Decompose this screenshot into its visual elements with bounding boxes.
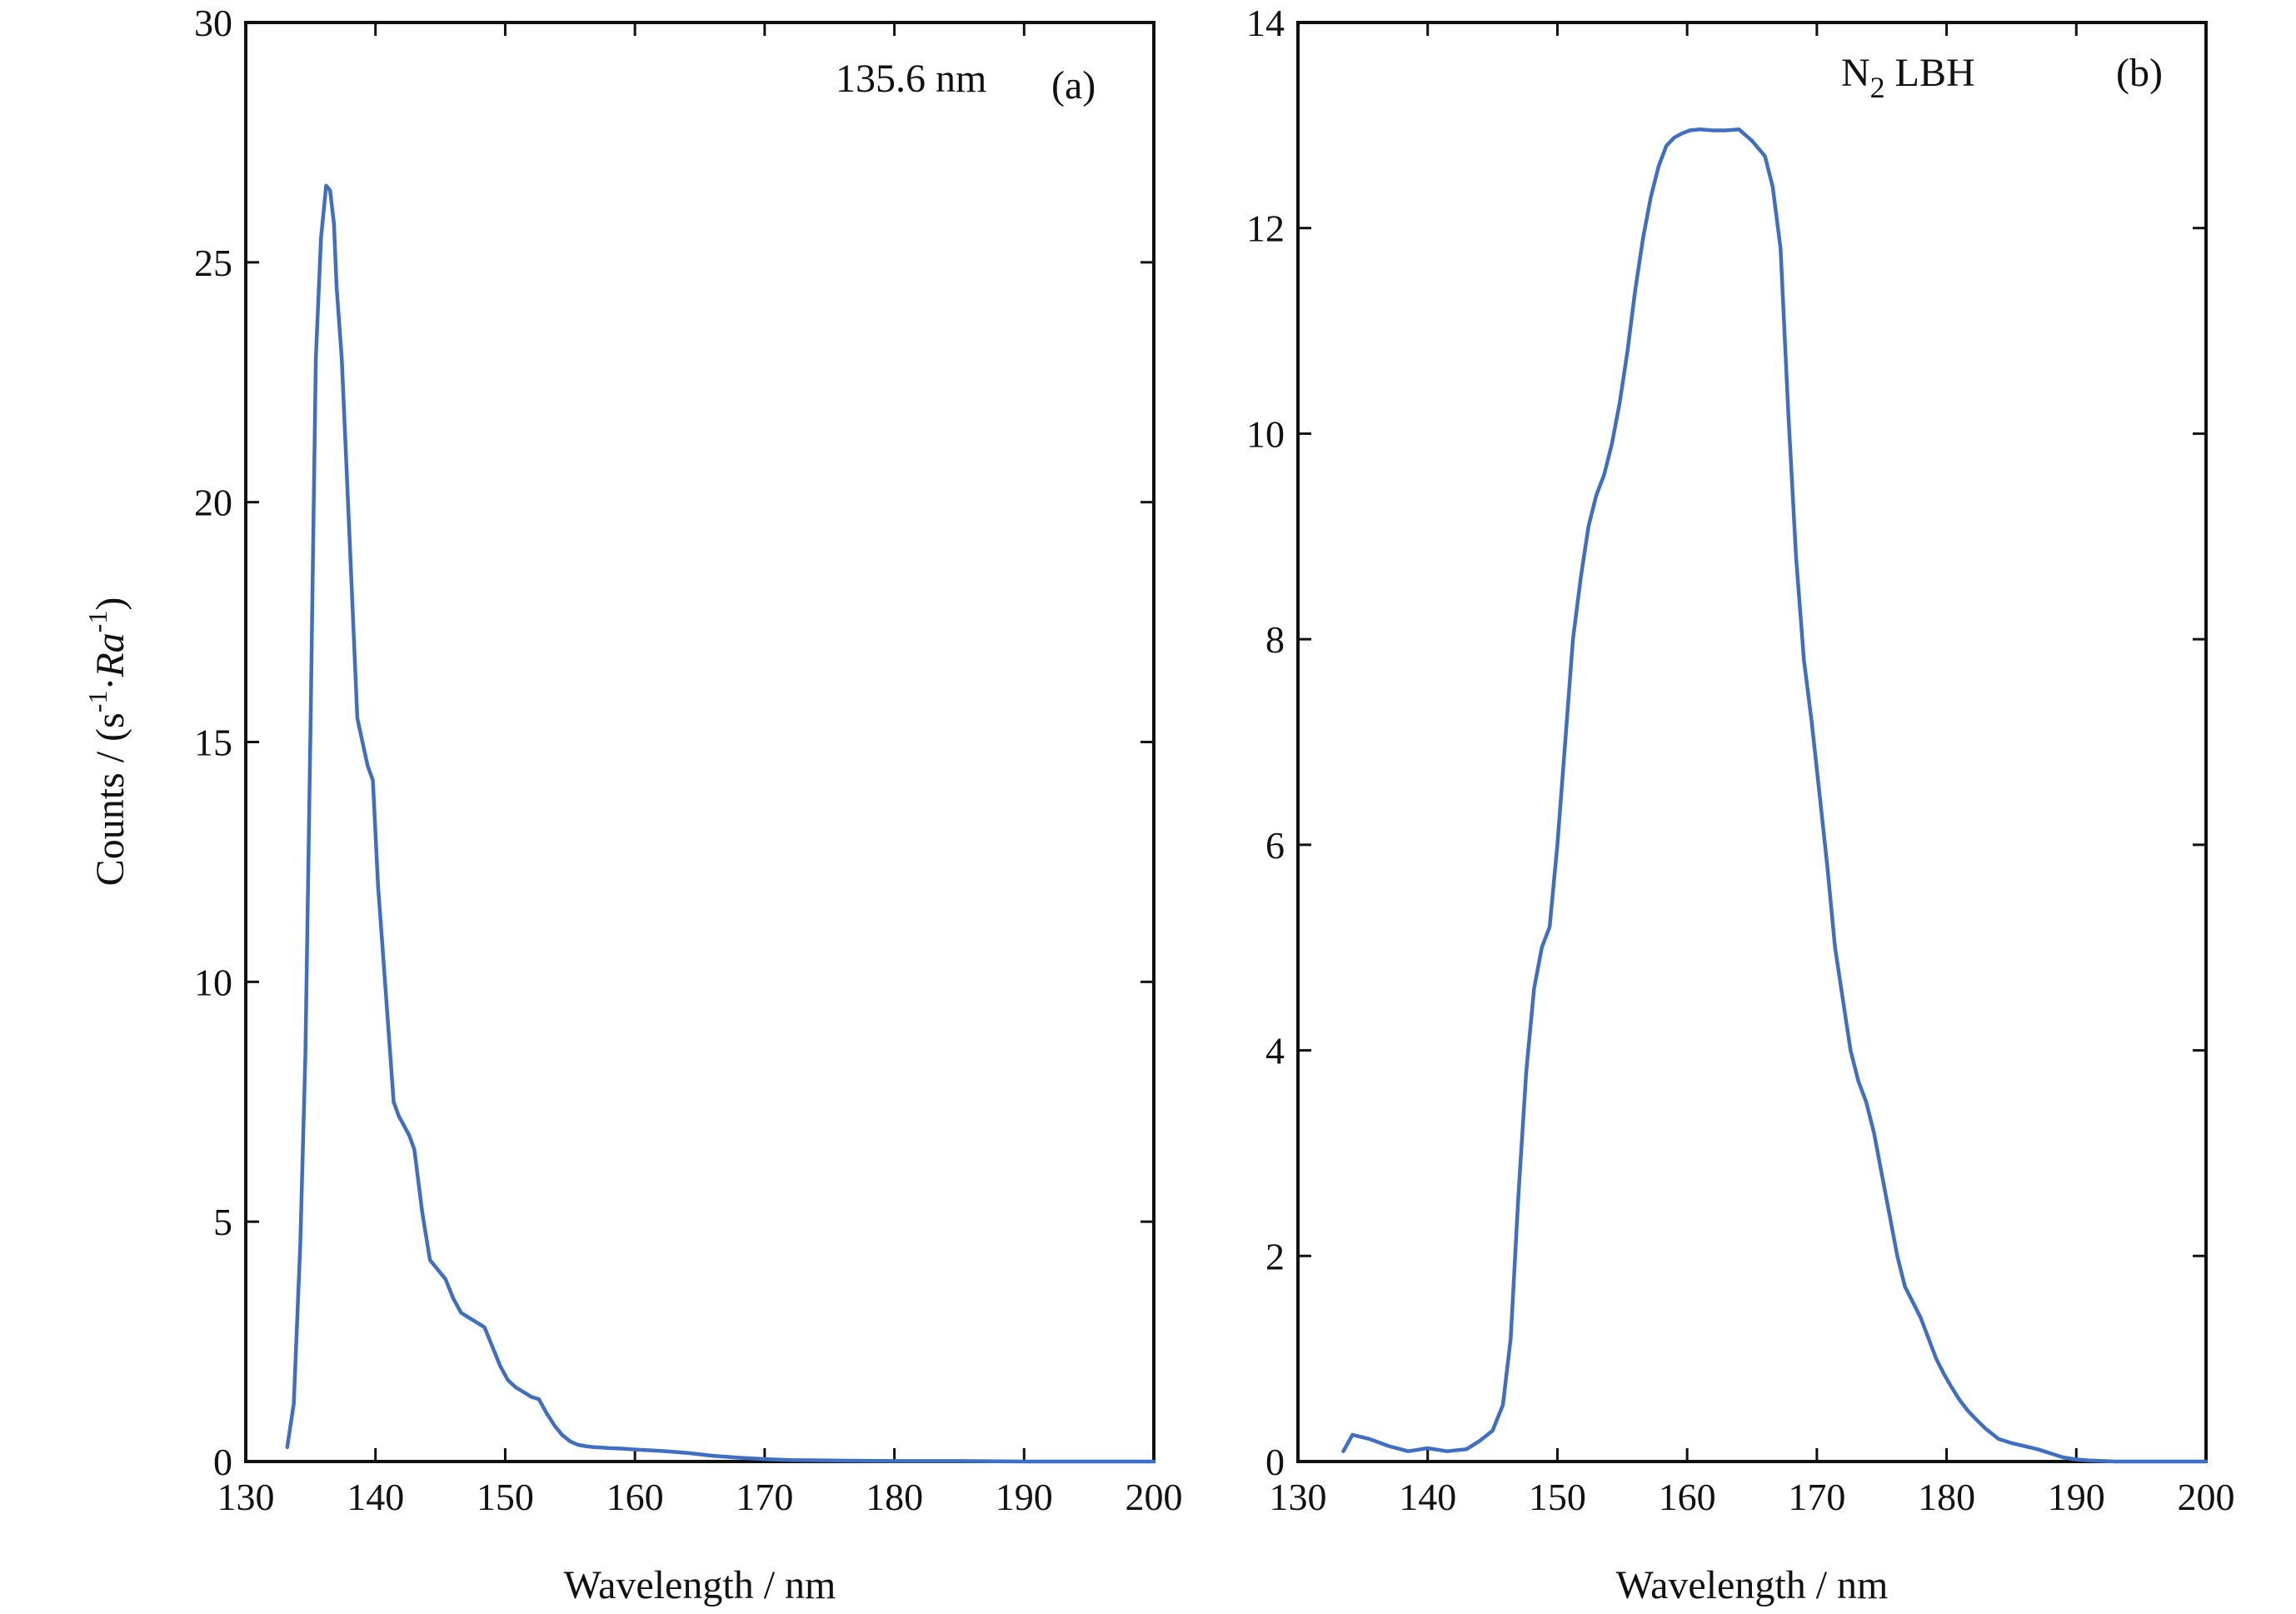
y-tick-label: 8 (1265, 618, 1285, 661)
x-tick-label: 130 (217, 1476, 275, 1518)
annotation-sub: 2 (1870, 71, 1885, 104)
y-tick-label: 0 (1265, 1441, 1285, 1483)
y-tick-label: 12 (1246, 207, 1285, 250)
panel-b-frame (1296, 21, 2208, 1463)
x-tick-label: 150 (477, 1476, 534, 1518)
panel-b-label: (b) (2116, 51, 2163, 95)
y-label-mid: · (88, 677, 132, 691)
panel-a-label: (a) (1051, 63, 1096, 107)
panel-b-x-axis-label: Wavelength / nm (1616, 1563, 1889, 1607)
x-tick-label: 150 (1529, 1476, 1586, 1518)
y-tick-label: 20 (194, 482, 232, 524)
annotation-n: N (1841, 51, 1870, 95)
panel-b-series-line (1341, 127, 2209, 1464)
y-label-close: ) (88, 597, 132, 611)
panel-b-annotation: N2 LBH (1841, 51, 1975, 104)
x-tick-label: 200 (2178, 1476, 2235, 1518)
x-tick-label: 160 (606, 1476, 664, 1518)
y-tick-label: 15 (194, 722, 232, 764)
y-label-part-1: Counts / (s (88, 712, 132, 886)
x-tick-label: 130 (1270, 1476, 1327, 1518)
y-tick-label: 5 (213, 1201, 232, 1243)
y-tick-label: 25 (194, 242, 232, 284)
panel-a-frame (244, 21, 1155, 1463)
x-tick-label: 140 (347, 1476, 404, 1518)
panel-a-annotation: 135.6 nm (836, 57, 986, 101)
panel-a: 130 140 150 160 170 180 190 200 0 5 10 15 20 25 30 135… (82, 2, 1183, 1607)
x-tick-label: 140 (1399, 1476, 1456, 1518)
y-label-exp-1: -1 (82, 691, 112, 713)
panel-a-x-axis-label: Wavelength / nm (564, 1563, 836, 1607)
panel-a-series-line (285, 183, 1156, 1464)
y-tick-label: 14 (1246, 2, 1285, 44)
y-tick-label: 30 (194, 2, 232, 44)
x-tick-label: 200 (1126, 1476, 1183, 1518)
panel-b-ticks: 130 140 150 160 170 180 190 200 0 2 4 6 8 10 12 14 (1246, 2, 2235, 1518)
y-tick-label: 2 (1265, 1235, 1285, 1277)
x-tick-label: 180 (1918, 1476, 1975, 1518)
x-tick-label: 190 (2048, 1476, 2105, 1518)
panel-a-ticks: 130 140 150 160 170 180 190 200 0 5 10 15 20 25 30 (194, 2, 1183, 1518)
y-label-exp-2: -1 (82, 611, 112, 633)
annotation-rest: LBH (1885, 51, 1975, 95)
y-tick-label: 10 (1246, 412, 1285, 455)
x-tick-label: 170 (1788, 1476, 1845, 1518)
x-tick-label: 170 (736, 1476, 793, 1518)
y-tick-label: 6 (1265, 824, 1285, 867)
y-tick-label: 4 (1265, 1030, 1285, 1072)
x-tick-label: 190 (996, 1476, 1053, 1518)
x-tick-label: 180 (866, 1476, 923, 1518)
panel-a-y-axis-label: Counts / (s-1·Ra-1) (82, 597, 132, 887)
x-tick-label: 160 (1659, 1476, 1716, 1518)
y-label-ra: Ra (88, 632, 132, 677)
y-tick-label: 0 (213, 1441, 232, 1483)
y-tick-label: 10 (194, 961, 232, 1003)
